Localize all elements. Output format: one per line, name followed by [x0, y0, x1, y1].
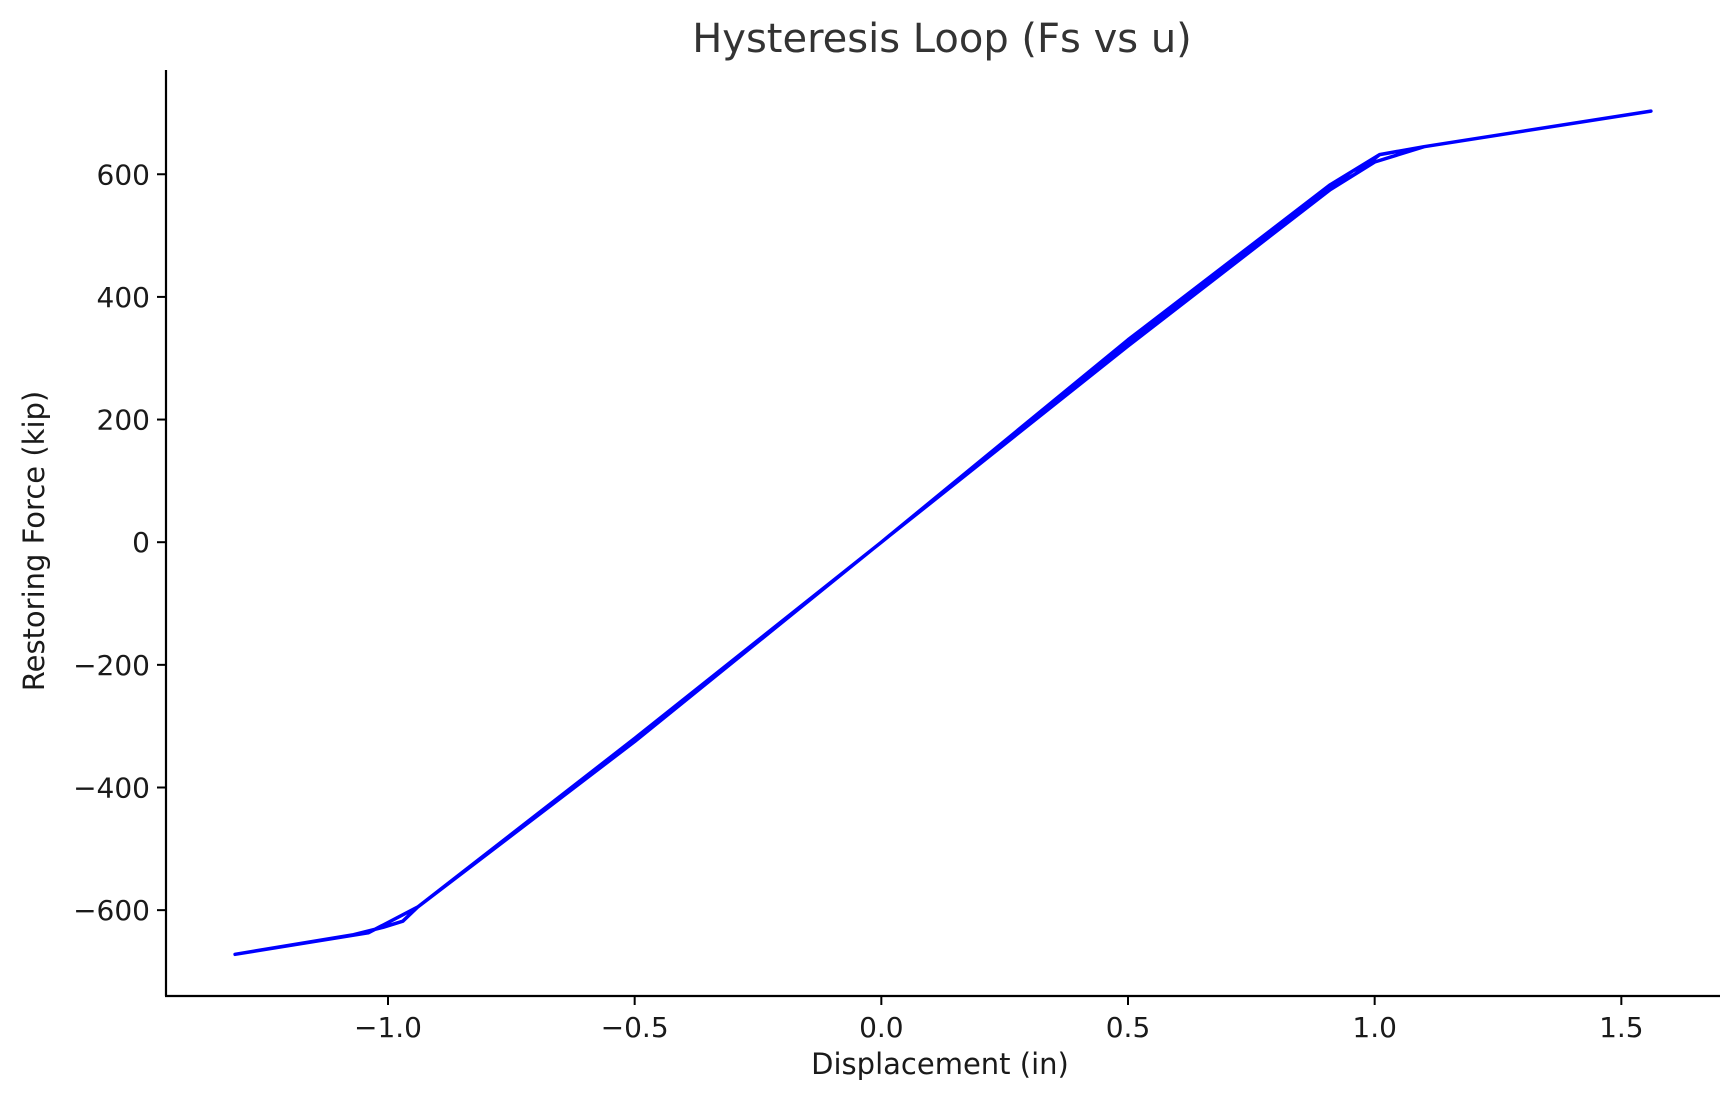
- y-tick-label: 400: [97, 281, 150, 314]
- x-tick-label: −0.5: [601, 1011, 669, 1044]
- y-tick-label: 600: [97, 158, 150, 191]
- x-tick-label: 1.5: [1599, 1011, 1644, 1044]
- y-tick-label: 200: [97, 404, 150, 437]
- x-tick-label: 0.5: [1106, 1011, 1151, 1044]
- y-tick-label: −400: [73, 771, 150, 804]
- x-tick-label: −1.0: [354, 1011, 422, 1044]
- x-ticks: −1.0 −0.5 0.0 0.5 1.0 1.5: [354, 996, 1644, 1044]
- x-tick-label: 1.0: [1352, 1011, 1397, 1044]
- y-tick-label: 0: [132, 526, 150, 559]
- y-axis-title: Restoring Force (kip): [17, 391, 51, 691]
- x-tick-label: 0.0: [859, 1011, 904, 1044]
- x-axis-title: Displacement (in): [811, 1047, 1069, 1081]
- y-tick-label: −200: [73, 649, 150, 682]
- y-ticks: −600 −400 −200 0 200 400 600: [73, 158, 166, 927]
- series-line-0: [233, 109, 1653, 957]
- series-layer: [233, 109, 1653, 957]
- chart-title: Hysteresis Loop (Fs vs u): [692, 16, 1192, 62]
- y-tick-label: −600: [73, 894, 150, 927]
